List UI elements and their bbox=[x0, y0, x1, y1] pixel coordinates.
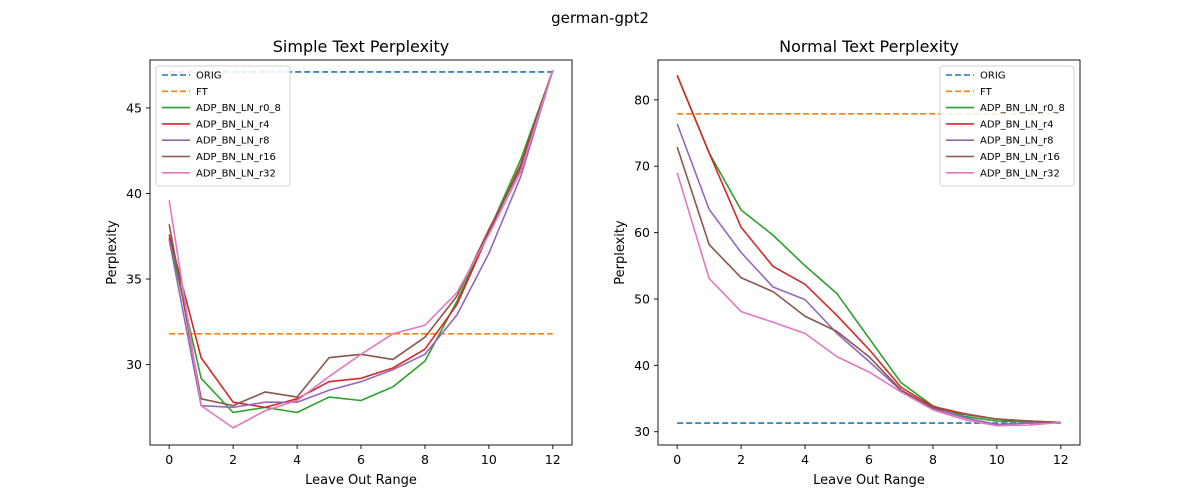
x-tick-label: 10 bbox=[989, 452, 1005, 467]
y-tick-label: 60 bbox=[634, 225, 650, 240]
y-tick-label: 40 bbox=[126, 186, 142, 201]
series-line-adp-bn-ln-r32 bbox=[168, 70, 554, 429]
x-tick-label: 2 bbox=[229, 452, 237, 467]
chart-simple-text-perplexity: 0 2 4 6 8 10 12 30 35 40 45 Simple Text Perplexity L… bbox=[105, 37, 573, 488]
legend-label-adp-bn-ln-r8: ADP_BN_LN_r8 bbox=[196, 136, 269, 147]
y-tick-label: 35 bbox=[126, 272, 142, 287]
y-tick-label: 45 bbox=[126, 100, 142, 115]
x-axis-label: Leave Out Range bbox=[305, 473, 417, 488]
series-line-adp-bn-ln-r32 bbox=[676, 172, 1061, 427]
series-line-adp-bn-ln-r8 bbox=[676, 123, 1061, 426]
figure-suptitle: german-gpt2 bbox=[551, 9, 649, 27]
legend-label-adp-bn-ln-r16: ADP_BN_LN_r16 bbox=[196, 152, 276, 163]
legend-label-adp-bn-ln-r0-8: ADP_BN_LN_r0_8 bbox=[196, 103, 281, 114]
legend-label-orig: ORIG bbox=[980, 71, 1006, 82]
x-tick-label: 8 bbox=[929, 452, 937, 467]
chart-title: Simple Text Perplexity bbox=[273, 37, 449, 56]
series-line-adp-bn-ln-r16 bbox=[676, 146, 1061, 424]
y-axis-label: Perplexity bbox=[613, 220, 628, 285]
legend-label-ft: FT bbox=[980, 87, 993, 98]
x-axis-label: Leave Out Range bbox=[813, 473, 925, 488]
series-line-adp-bn-ln-r8 bbox=[168, 70, 554, 409]
y-axis-label: Perplexity bbox=[105, 220, 120, 285]
y-tick-label: 40 bbox=[634, 358, 650, 373]
legend-label-adp-bn-ln-r16: ADP_BN_LN_r16 bbox=[980, 152, 1060, 163]
y-tick-label: 30 bbox=[634, 424, 650, 439]
x-tick-label: 4 bbox=[293, 452, 301, 467]
x-tick-label: 0 bbox=[673, 452, 681, 467]
y-tick-label: 70 bbox=[634, 159, 650, 174]
legend-label-adp-bn-ln-r4: ADP_BN_LN_r4 bbox=[196, 119, 269, 130]
legend: ORIG FT ADP_BN_LN_r0_8 ADP_BN_LN_r4 ADP_BN_L… bbox=[939, 65, 1075, 187]
legend-label-adp-bn-ln-r0-8: ADP_BN_LN_r0_8 bbox=[980, 103, 1065, 114]
x-tick-label: 2 bbox=[737, 452, 745, 467]
legend: ORIG FT ADP_BN_LN_r0_8 ADP_BN_LN_r4 ADP_BN_L… bbox=[155, 65, 291, 187]
chart-normal-text-perplexity: 0 2 4 6 8 10 12 30 40 50 60 70 80 Normal Text Perplex… bbox=[613, 37, 1081, 488]
x-tick-label: 8 bbox=[421, 452, 429, 467]
chart-title: Normal Text Perplexity bbox=[779, 37, 959, 56]
x-tick-label: 6 bbox=[357, 452, 365, 467]
legend-label-orig: ORIG bbox=[196, 71, 222, 82]
legend-label-ft: FT bbox=[196, 87, 209, 98]
legend-label-adp-bn-ln-r8: ADP_BN_LN_r8 bbox=[980, 136, 1053, 147]
legend-label-adp-bn-ln-r4: ADP_BN_LN_r4 bbox=[980, 119, 1053, 130]
series-line-adp-bn-ln-r0-8 bbox=[676, 74, 1061, 424]
x-tick-label: 4 bbox=[801, 452, 809, 467]
x-tick-label: 0 bbox=[165, 452, 173, 467]
legend-label-adp-bn-ln-r32: ADP_BN_LN_r32 bbox=[980, 168, 1060, 179]
y-tick-label: 50 bbox=[634, 291, 650, 306]
legend-label-adp-bn-ln-r32: ADP_BN_LN_r32 bbox=[196, 168, 276, 179]
x-tick-label: 12 bbox=[545, 452, 561, 467]
y-tick-label: 30 bbox=[126, 357, 142, 372]
x-tick-label: 12 bbox=[1053, 452, 1069, 467]
y-tick-label: 80 bbox=[634, 92, 650, 107]
x-tick-label: 10 bbox=[481, 452, 497, 467]
x-tick-label: 6 bbox=[865, 452, 873, 467]
